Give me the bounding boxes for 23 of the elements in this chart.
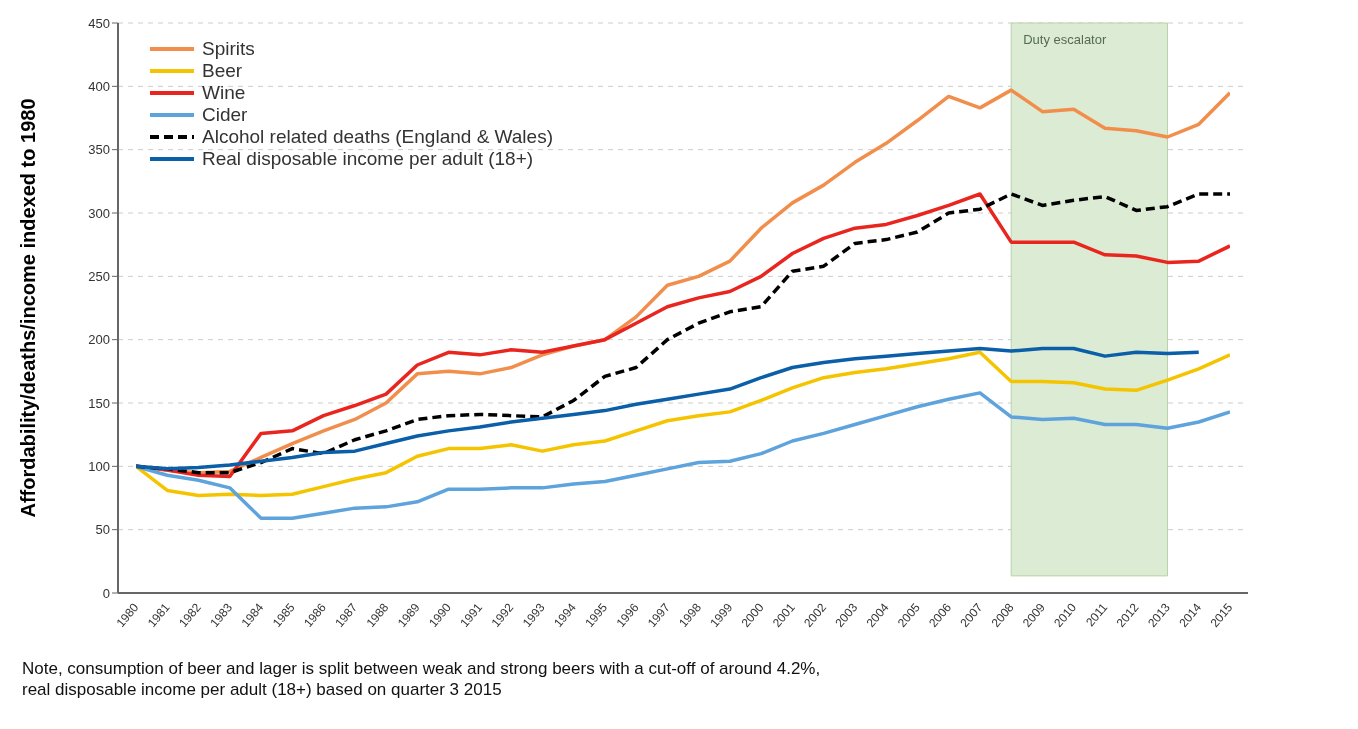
legend-label: Alcohol related deaths (England & Wales)	[202, 126, 553, 148]
band-label: Duty escalator	[1023, 32, 1107, 48]
line-series	[136, 391, 1230, 521]
y-tick-label: 0	[102, 585, 110, 601]
y-tick-label: 200	[88, 332, 110, 348]
y-axis-title: Affordability/deaths/income indexed to 1980	[17, 98, 40, 518]
legend-label: Wine	[202, 82, 246, 104]
line-series	[136, 350, 1230, 498]
legend-label: Cider	[202, 104, 248, 126]
text: Note, consumption of beer and lager is split between weak and strong beers with a cut-off of around 4.2%,	[22, 658, 822, 679]
y-tick-label: 400	[88, 78, 110, 94]
text: real disposable income per adult (18+) based on quarter 3 2015	[22, 679, 503, 700]
y-tick-label: 150	[88, 395, 110, 411]
y-tick-label: 300	[88, 205, 110, 221]
y-tick-label: 50	[95, 522, 110, 538]
y-tick-label: 450	[88, 15, 110, 31]
line-series	[136, 346, 1201, 471]
y-tick-label: 250	[88, 268, 110, 284]
y-tick-label: 100	[88, 458, 110, 474]
legend-label: Beer	[202, 60, 243, 82]
legend-label: Spirits	[202, 38, 255, 60]
y-tick-label: 350	[88, 142, 110, 158]
legend-label: Real disposable income per adult (18+)	[202, 148, 534, 170]
